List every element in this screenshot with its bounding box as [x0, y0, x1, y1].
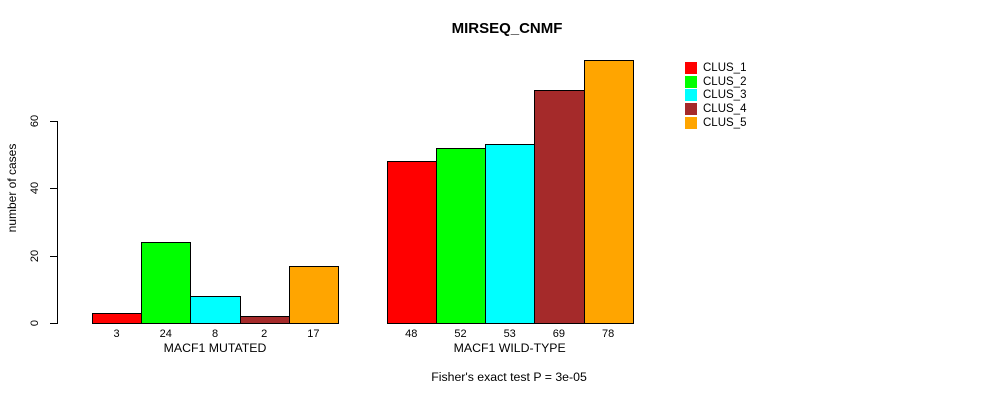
legend-row: CLUS_2 [685, 75, 746, 89]
bar-clus_5-1 [289, 266, 339, 324]
y-axis-tick-label: 20 [29, 249, 41, 262]
legend-label: CLUS_3 [703, 89, 747, 102]
legend-row: CLUS_1 [685, 61, 746, 75]
y-axis-tick-label: 0 [29, 319, 41, 327]
legend-row: CLUS_4 [685, 102, 746, 116]
legend-label: CLUS_4 [703, 102, 747, 115]
bar-clus_3-2 [485, 144, 535, 324]
bar-clus_4-2 [534, 90, 585, 324]
legend-swatch-clus_1 [685, 61, 697, 74]
legend-label: CLUS_2 [703, 75, 747, 88]
legend-swatch-clus_3 [685, 89, 697, 102]
bar-value-label: 8 [211, 328, 219, 340]
legend: CLUS_1 CLUS_2 CLUS_3 CLUS_4 CLUS_5 [685, 61, 746, 129]
legend-row: CLUS_3 [685, 88, 746, 102]
bar-value-label: 24 [159, 328, 172, 340]
bar-value-label: 69 [552, 328, 566, 340]
legend-label: CLUS_1 [703, 61, 747, 74]
legend-row: CLUS_5 [685, 116, 746, 130]
bar-value-label: 3 [113, 328, 120, 340]
group-label: MACF1 MUTATED [163, 341, 267, 355]
y-axis-tick-label: 40 [29, 182, 41, 195]
legend-swatch-clus_2 [685, 75, 697, 88]
bar-value-label: 17 [307, 328, 320, 340]
group-label: MACF1 WILD-TYPE [453, 341, 566, 355]
bar-clus_5-2 [584, 60, 634, 324]
chart-title: MIRSEQ_CNMF [451, 20, 563, 37]
legend-swatch-clus_5 [685, 116, 697, 129]
bar-clus_2-1 [141, 242, 191, 324]
bar-value-label: 52 [454, 328, 467, 340]
bar-value-label: 2 [261, 328, 268, 340]
y-axis-line [57, 120, 58, 324]
annotation-text: Fisher's exact test P = 3e-05 [431, 370, 587, 384]
bar-value-label: 53 [503, 328, 516, 340]
bar-clus_1-1 [92, 313, 142, 324]
legend-swatch-clus_4 [685, 102, 697, 115]
legend-label: CLUS_5 [703, 116, 747, 129]
y-axis-tick [50, 120, 57, 122]
bar-clus_4-1 [240, 316, 290, 324]
bar-value-label: 78 [601, 328, 615, 340]
bar-clus_3-1 [190, 296, 241, 324]
y-axis-tick [50, 255, 57, 257]
bar-clus_1-2 [387, 161, 437, 324]
bar-value-label: 48 [405, 328, 418, 340]
y-axis-tick [50, 188, 57, 190]
y-axis-tick [50, 323, 57, 324]
bar-clus_2-2 [436, 148, 486, 324]
y-axis-tick-label: 60 [29, 114, 41, 127]
